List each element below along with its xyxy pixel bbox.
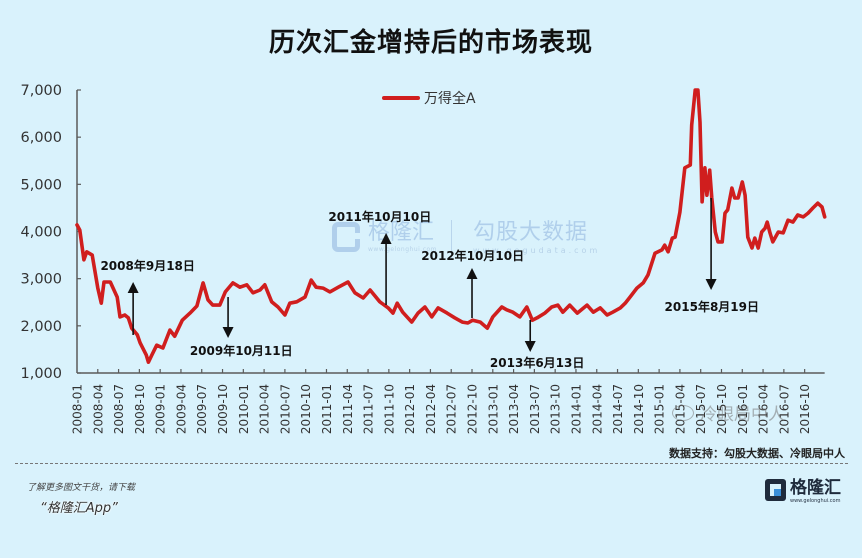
x-tick-label: 2010-07 xyxy=(278,384,292,434)
x-tick-label: 2010-04 xyxy=(258,384,272,434)
x-tick-label: 2008-10 xyxy=(133,384,147,434)
x-tick-label: 2009-04 xyxy=(174,384,188,434)
wechat-icon xyxy=(672,404,694,421)
x-tick-label: 2011-01 xyxy=(320,384,334,434)
x-tick-label: 2010-01 xyxy=(237,384,251,434)
x-tick-label: 2013-01 xyxy=(486,384,500,434)
x-tick-label: 2016-04 xyxy=(757,384,771,434)
x-tick-label: 2008-01 xyxy=(71,384,85,434)
arrow-down-icon xyxy=(705,278,717,290)
x-tick-label: 2013-04 xyxy=(507,384,521,434)
x-tick-label: 2014-07 xyxy=(611,384,625,434)
watermark-corner-text: 冷眼局中人 xyxy=(700,405,785,425)
gelonghui-g-icon xyxy=(765,479,786,501)
data-source: 数据支持：勾股大数据、冷眼局中人 xyxy=(669,447,845,460)
legend-swatch xyxy=(382,96,420,100)
watermark-brand-block: 格隆汇 www.gelonghui.com xyxy=(368,220,437,253)
gelonghui-logo-icon xyxy=(332,222,360,252)
x-tick-label: 2012-07 xyxy=(445,384,459,434)
x-tick-label: 2016-07 xyxy=(777,384,791,434)
x-tick-label: 2008-07 xyxy=(112,384,126,434)
y-tick-label: 2,000 xyxy=(20,319,62,335)
y-tick-label: 5,000 xyxy=(20,177,62,193)
y-tick-label: 3,000 xyxy=(20,272,62,288)
divider xyxy=(15,463,848,464)
chart-legend: 万得全A xyxy=(382,88,476,108)
watermark-divider xyxy=(451,220,453,260)
watermark-partner-block: 勾股大数据 www.gogudata.com xyxy=(473,220,600,255)
x-tick-label: 2013-10 xyxy=(549,384,563,434)
arrow-down-icon xyxy=(222,327,234,339)
watermark-brand: 格隆汇 xyxy=(368,220,435,245)
x-tick-label: 2016-01 xyxy=(736,384,750,434)
annotation-label: 2013年6月13日 xyxy=(490,355,584,370)
annotation-label: 2008年9月18日 xyxy=(100,258,194,273)
watermark-partner-url: www.gogudata.com xyxy=(473,246,601,255)
arrow-up-icon xyxy=(466,268,478,280)
logo-text-block: 格隆汇 www.gelonghui.com xyxy=(790,478,841,505)
x-tick-label: 2011-10 xyxy=(382,384,396,434)
x-tick-label: 2011-07 xyxy=(362,384,376,434)
x-tick-label: 2016-10 xyxy=(798,384,812,434)
x-tick-label: 2015-10 xyxy=(715,384,729,434)
watermark-corner: 冷眼局中人 xyxy=(672,400,785,425)
logo-text: 格隆汇 xyxy=(790,478,841,498)
watermark-center: 格隆汇 www.gelonghui.com 勾股大数据 www.gogudata… xyxy=(332,220,600,260)
x-tick-label: 2013-07 xyxy=(528,384,542,434)
logo-url: www.gelonghui.com xyxy=(790,498,841,504)
annotation-label: 2012年10月10日 xyxy=(421,248,524,263)
annotation-label: 2015年8月19日 xyxy=(665,299,759,314)
arrow-down-icon xyxy=(524,341,536,353)
series-line xyxy=(75,88,827,365)
y-tick-label: 7,000 xyxy=(20,83,62,99)
arrow-up-icon xyxy=(127,282,139,294)
x-tick-label: 2009-01 xyxy=(154,384,168,434)
x-tick-label: 2015-07 xyxy=(694,384,708,434)
annotation-label: 2009年10月11日 xyxy=(190,343,293,358)
y-tick-label: 6,000 xyxy=(20,130,62,146)
footer-app-name: “格隆汇App” xyxy=(40,501,118,516)
x-tick-label: 2014-01 xyxy=(569,384,583,434)
x-tick-label: 2008-04 xyxy=(91,384,105,434)
arrow-up-icon xyxy=(380,233,392,245)
annotation-label: 2011年10月10日 xyxy=(328,209,431,224)
x-tick-label: 2012-10 xyxy=(466,384,480,434)
footer-prompt: 了解更多图文干货，请下载 xyxy=(27,483,136,493)
watermark-brand-url: www.gelonghui.com xyxy=(368,246,438,253)
x-tick-label: 2009-10 xyxy=(216,384,230,434)
y-tick-label: 4,000 xyxy=(20,225,62,241)
y-tick-label: 1,000 xyxy=(20,366,62,382)
chart-title: 历次汇金增持后的市场表现 xyxy=(268,28,593,58)
x-tick-label: 2010-10 xyxy=(299,384,313,434)
x-tick-label: 2014-04 xyxy=(590,384,604,434)
watermark-partner: 勾股大数据 xyxy=(473,220,589,245)
x-tick-label: 2009-07 xyxy=(195,384,209,434)
x-tick-label: 2015-01 xyxy=(653,384,667,434)
x-tick-label: 2014-10 xyxy=(632,384,646,434)
legend-label: 万得全A xyxy=(424,91,476,107)
x-tick-label: 2011-04 xyxy=(341,384,355,434)
x-tick-label: 2012-04 xyxy=(424,384,438,434)
gelonghui-logo: 格隆汇 www.gelonghui.com xyxy=(765,479,841,504)
x-tick-label: 2012-01 xyxy=(403,384,417,434)
